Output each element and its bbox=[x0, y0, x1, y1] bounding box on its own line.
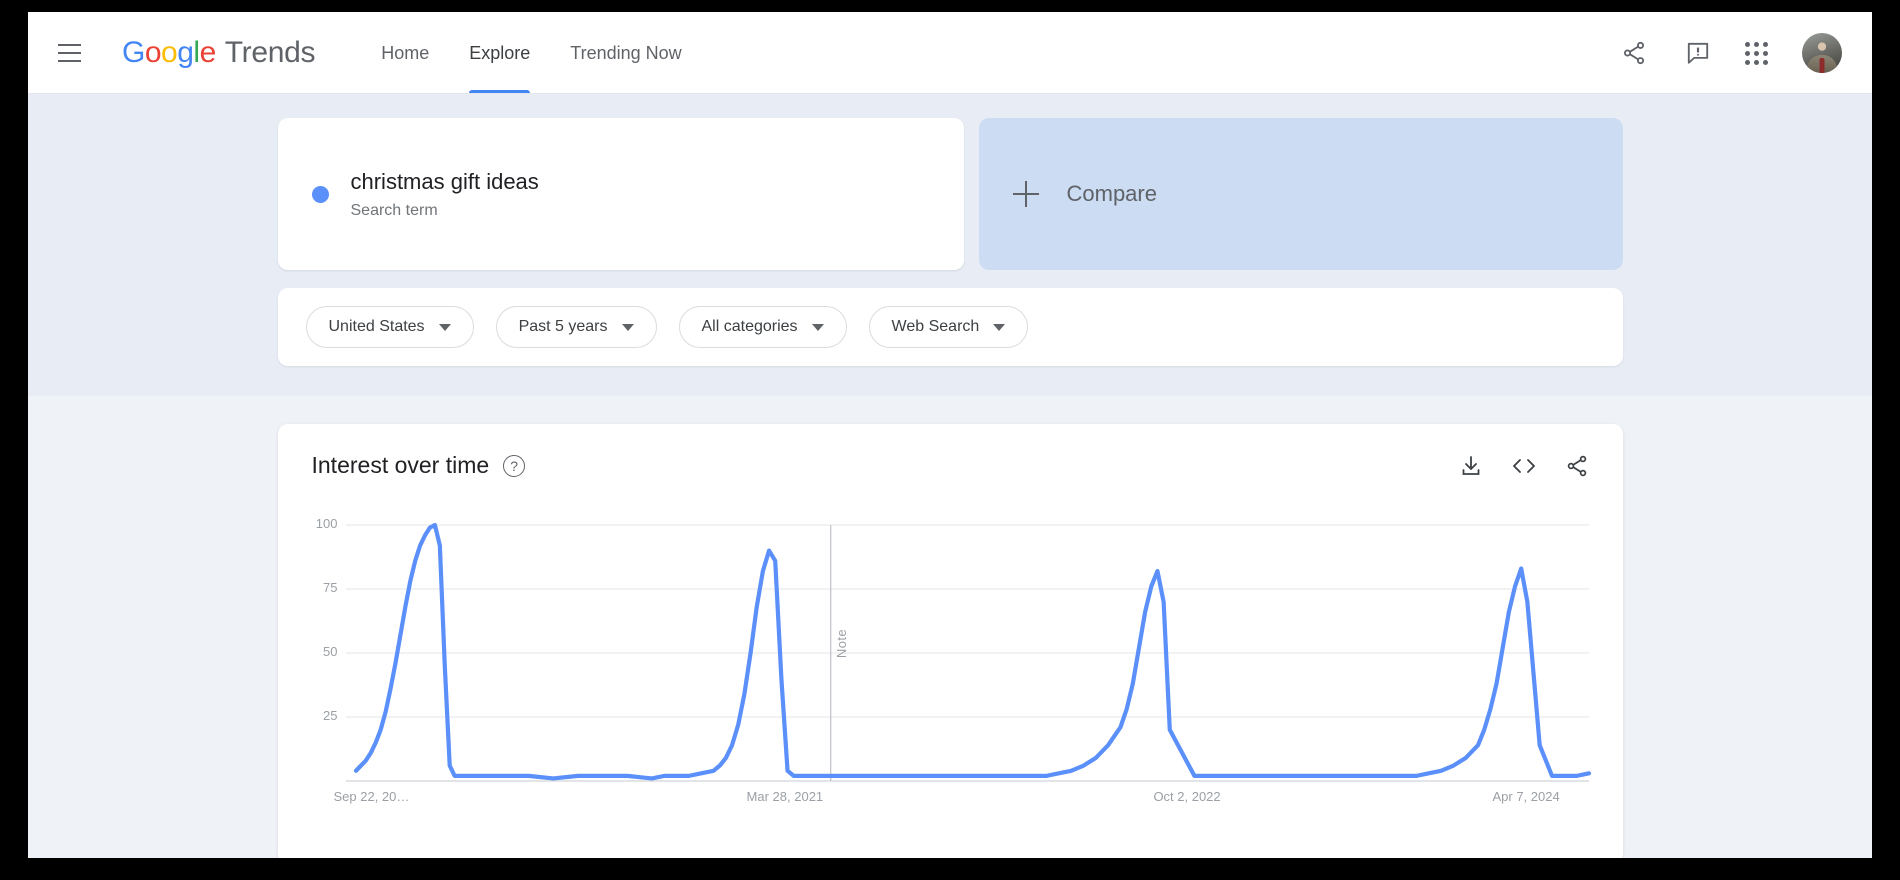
avatar[interactable] bbox=[1802, 33, 1842, 73]
chevron-down-icon bbox=[811, 323, 824, 331]
feedback-icon[interactable] bbox=[1681, 36, 1715, 70]
x-axis-labels: Sep 22, 20… Mar 28, 2021 Oct 2, 2022 Apr 7,… bbox=[312, 789, 1589, 811]
filter-bar: United States Past 5 years All categorie… bbox=[277, 288, 1623, 366]
help-icon[interactable]: ? bbox=[503, 454, 526, 477]
filter-region[interactable]: United States bbox=[305, 306, 474, 348]
compare-label: Compare bbox=[1066, 181, 1157, 206]
primary-nav: Home Explore Trending Now bbox=[361, 12, 701, 94]
filter-category-label: All categories bbox=[701, 318, 798, 335]
chart-header: Interest over time ? bbox=[312, 452, 1589, 479]
nav-tab-trending-now-label: Trending Now bbox=[570, 42, 682, 63]
header-actions bbox=[1617, 33, 1842, 73]
note-annotation-text: Note bbox=[834, 629, 850, 659]
download-icon[interactable] bbox=[1459, 454, 1483, 478]
term-row: christmas gift ideas Search term Compare bbox=[277, 118, 1623, 270]
search-term-text: christmas gift ideas bbox=[350, 168, 539, 194]
app-header: Google Trends Home Explore Trending Now bbox=[28, 12, 1872, 94]
filter-search-type-label: Web Search bbox=[891, 318, 980, 335]
series-color-dot bbox=[311, 185, 329, 203]
filter-region-label: United States bbox=[328, 318, 425, 335]
trends-wordmark: Trends bbox=[224, 36, 316, 69]
query-section: christmas gift ideas Search term Compare… bbox=[28, 94, 1872, 396]
filter-time-range[interactable]: Past 5 years bbox=[495, 306, 657, 348]
google-trends-logo[interactable]: Google Trends bbox=[122, 36, 316, 70]
browser-viewport: Google Trends Home Explore Trending Now bbox=[28, 12, 1872, 858]
nav-tab-trending-now[interactable]: Trending Now bbox=[550, 12, 701, 94]
y-tick-label: 100 bbox=[315, 516, 338, 531]
nav-tab-home[interactable]: Home bbox=[361, 12, 449, 94]
share-icon[interactable] bbox=[1617, 36, 1651, 70]
chevron-down-icon bbox=[993, 323, 1006, 331]
chart-canvas bbox=[345, 522, 1591, 782]
plus-icon bbox=[1012, 181, 1039, 207]
nav-tab-home-label: Home bbox=[381, 42, 430, 63]
results-section: Interest over time ? bbox=[28, 396, 1872, 858]
compare-button[interactable]: Compare bbox=[978, 118, 1623, 270]
chevron-down-icon bbox=[438, 323, 451, 331]
interest-over-time-card: Interest over time ? bbox=[277, 424, 1623, 858]
x-tick-label: Oct 2, 2022 bbox=[1153, 789, 1221, 804]
x-tick-label: Sep 22, 20… bbox=[333, 789, 410, 804]
search-term-card[interactable]: christmas gift ideas Search term bbox=[277, 118, 964, 270]
apps-grid-icon[interactable] bbox=[1745, 41, 1768, 65]
share-icon[interactable] bbox=[1565, 454, 1589, 478]
chevron-down-icon bbox=[621, 323, 634, 331]
series-line bbox=[353, 522, 1591, 781]
nav-tab-explore-label: Explore bbox=[469, 42, 531, 63]
y-tick-label: 75 bbox=[323, 580, 338, 595]
nav-tab-explore[interactable]: Explore bbox=[449, 12, 550, 94]
google-wordmark: Google bbox=[122, 36, 216, 69]
chart-actions bbox=[1459, 454, 1589, 478]
hamburger-icon[interactable] bbox=[46, 30, 92, 76]
filter-search-type[interactable]: Web Search bbox=[868, 306, 1029, 348]
y-tick-label: 25 bbox=[323, 708, 338, 723]
page-title: Interest over time bbox=[311, 452, 490, 478]
filter-category[interactable]: All categories bbox=[678, 306, 847, 348]
filter-time-range-label: Past 5 years bbox=[518, 318, 608, 335]
embed-icon[interactable] bbox=[1511, 454, 1537, 478]
search-term-type: Search term bbox=[350, 202, 438, 220]
interest-over-time-chart[interactable]: 25 50 75 100 Note bbox=[312, 516, 1591, 782]
x-tick-label: Mar 28, 2021 bbox=[746, 789, 824, 804]
y-tick-label: 50 bbox=[323, 644, 338, 659]
x-tick-label: Apr 7, 2024 bbox=[1492, 789, 1560, 804]
